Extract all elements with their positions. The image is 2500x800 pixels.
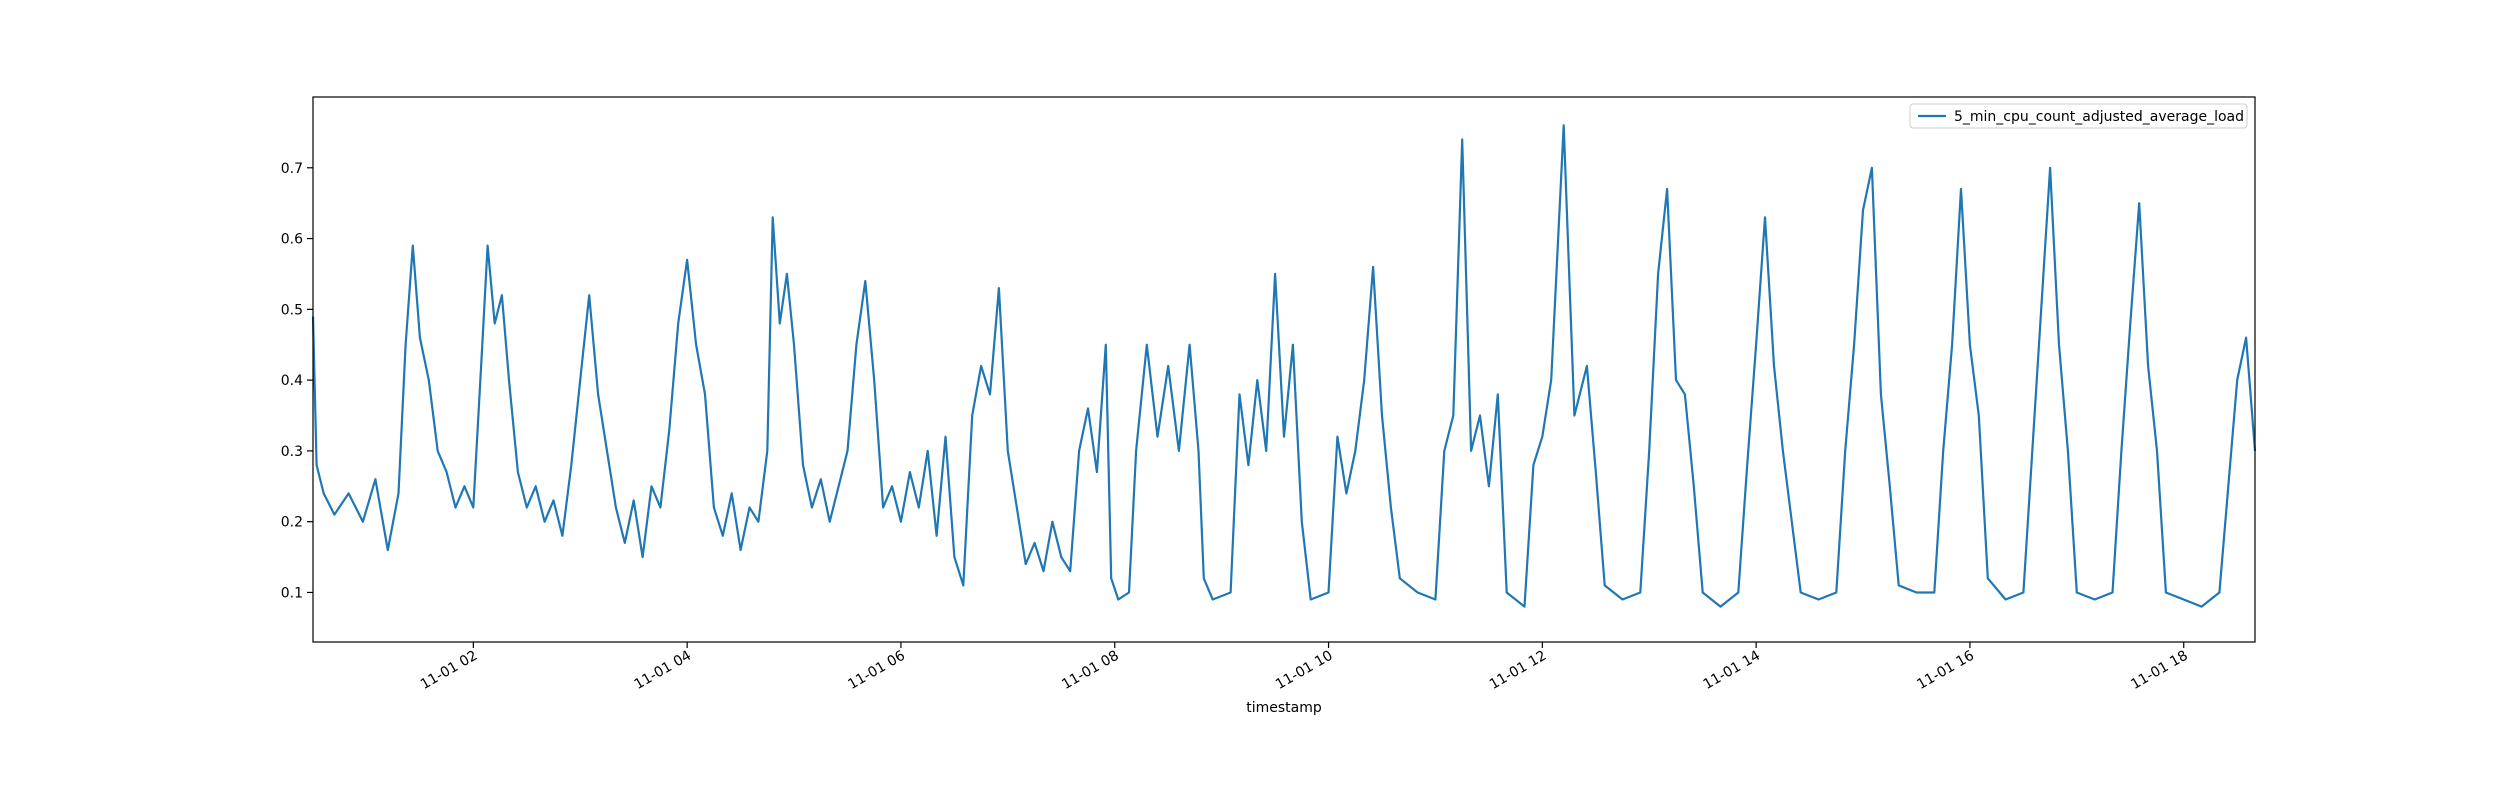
plot-area (311, 124, 2257, 608)
y-tick-label: 0.3 (281, 444, 303, 460)
x-tick-label: 11-01 10 (1273, 648, 1336, 693)
x-axis: 11-01 02 11-01 04 11-01 06 11-01 08 11-01 10… (418, 642, 2191, 693)
x-tick-label: 11-01 14 (1701, 648, 1764, 693)
legend-label: 5_min_cpu_count_adjusted_average_load (1954, 109, 2244, 125)
x-tick-label: 11-01 18 (2128, 648, 2191, 693)
y-tick-label: 0.7 (281, 161, 303, 177)
y-axis: 0.1 0.2 0.3 0.4 0.5 0.6 0.7 (281, 161, 313, 601)
y-tick-label: 0.2 (281, 515, 303, 531)
y-tick-label: 0.6 (281, 232, 303, 248)
x-tick-label: 11-01 08 (1059, 648, 1122, 693)
legend-box (1909, 103, 2248, 129)
series-line-5-min-cpu-load (311, 124, 2257, 608)
x-axis-title: timestamp (1246, 700, 1322, 716)
y-tick-label: 0.5 (281, 302, 303, 318)
legend: 5_min_cpu_count_adjusted_average_load (1909, 103, 2248, 129)
x-tick-label: 11-01 06 (845, 648, 908, 693)
x-tick-label: 11-01 12 (1487, 648, 1550, 693)
x-tick-label: 11-01 04 (632, 648, 695, 693)
axes-frame (312, 96, 2256, 643)
x-tick-label: 11-01 16 (1914, 648, 1977, 693)
x-tick-label: 11-01 02 (418, 648, 481, 693)
y-tick-label: 0.1 (281, 585, 303, 601)
y-tick-label: 0.4 (281, 373, 303, 389)
